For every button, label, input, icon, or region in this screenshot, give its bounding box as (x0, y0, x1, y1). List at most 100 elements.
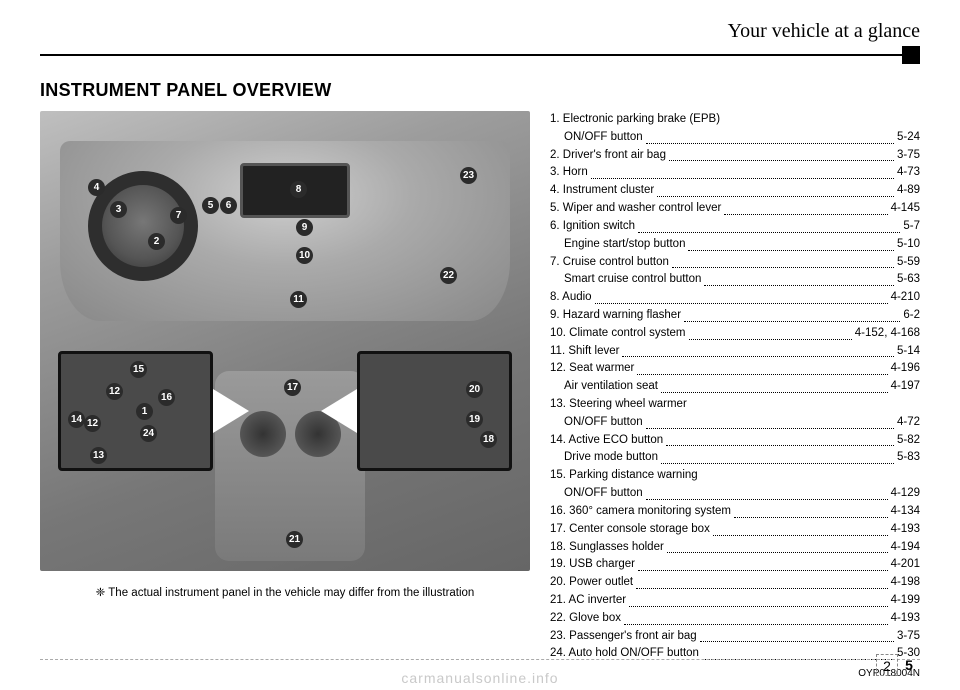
page-reference: 4-134 (891, 503, 920, 521)
page-reference: 3-75 (897, 147, 920, 165)
item-label: 3. Horn (550, 164, 588, 182)
instrument-panel-illustration: 1234567891011121213141516171819202122232… (40, 111, 530, 571)
pointer-arrow-icon (213, 389, 249, 433)
section-title: Your vehicle at a glance (728, 20, 920, 43)
leader-dots (669, 147, 894, 162)
list-item: ON/OFF button 4-129 (550, 485, 920, 503)
reference-list: 1. Electronic parking brake (EPB)ON/OFF … (550, 111, 920, 682)
caption-text: The actual instrument panel in the vehic… (108, 587, 474, 599)
item-label: Air ventilation seat (564, 378, 658, 396)
leader-dots (661, 378, 888, 393)
callout-marker: 4 (88, 179, 105, 196)
list-item: 3. Horn 4-73 (550, 164, 920, 182)
figure-caption: ❈ The actual instrument panel in the veh… (40, 585, 530, 599)
item-label: 19. USB charger (550, 556, 635, 574)
leader-dots (672, 254, 894, 269)
item-label: 4. Instrument cluster (550, 182, 654, 200)
item-label: ON/OFF button (564, 414, 643, 432)
item-label: ON/OFF button (564, 129, 643, 147)
leader-dots (689, 325, 852, 340)
list-item: 12. Seat warmer 4-196 (550, 360, 920, 378)
callout-marker: 10 (296, 247, 313, 264)
item-label: ON/OFF button (564, 485, 643, 503)
page-reference: 4-199 (891, 592, 920, 610)
leader-dots (724, 200, 887, 215)
item-label: 22. Glove box (550, 610, 621, 628)
callout-marker: 1 (136, 403, 153, 420)
content-row: 1234567891011121213141516171819202122232… (40, 111, 920, 682)
list-item: 9. Hazard warning flasher6-2 (550, 307, 920, 325)
callout-marker: 6 (220, 197, 237, 214)
page-reference: 4-196 (891, 360, 920, 378)
leader-dots (657, 182, 894, 197)
leader-dots (704, 271, 894, 286)
page-reference: 4-73 (897, 164, 920, 182)
item-label: Smart cruise control button (564, 271, 701, 289)
page-number: 5 (898, 654, 920, 676)
callout-marker: 17 (284, 379, 301, 396)
page-reference: 4-193 (891, 521, 920, 539)
callout-marker: 21 (286, 531, 303, 548)
item-label: 12. Seat warmer (550, 360, 634, 378)
list-item: 2. Driver's front air bag3-75 (550, 147, 920, 165)
leader-dots (646, 129, 894, 144)
callout-marker: 5 (202, 197, 219, 214)
page-header: Your vehicle at a glance (40, 20, 920, 68)
leader-dots (637, 360, 887, 375)
item-label: 13. Steering wheel warmer (550, 396, 687, 414)
item-label: 17. Center console storage box (550, 521, 710, 539)
page-reference: 4-197 (891, 378, 920, 396)
callout-marker: 8 (290, 181, 307, 198)
list-item: 13. Steering wheel warmer (550, 396, 920, 414)
leader-dots (629, 592, 888, 607)
leader-dots (700, 628, 894, 643)
page-reference: 4-198 (891, 574, 920, 592)
item-label: 18. Sunglasses holder (550, 539, 664, 557)
item-label: 21. AC inverter (550, 592, 626, 610)
item-label: 10. Climate control system (550, 325, 686, 343)
page-reference: 4-210 (891, 289, 920, 307)
page-reference: 4-145 (891, 200, 920, 218)
callout-marker: 19 (466, 411, 483, 428)
list-item: Air ventilation seat 4-197 (550, 378, 920, 396)
list-item: 18. Sunglasses holder4-194 (550, 539, 920, 557)
item-label: 6. Ignition switch (550, 218, 635, 236)
leader-dots (661, 449, 894, 464)
list-item: 14. Active ECO button5-82 (550, 432, 920, 450)
item-label: 14. Active ECO button (550, 432, 663, 450)
page-reference: 4-201 (891, 556, 920, 574)
leader-dots (591, 164, 894, 179)
list-item: 20. Power outlet4-198 (550, 574, 920, 592)
list-item: 23. Passenger's front air bag3-75 (550, 628, 920, 646)
callout-marker: 12 (84, 415, 101, 432)
leader-dots (646, 414, 894, 429)
page-reference: 5-7 (903, 218, 920, 236)
list-item: 8. Audio4-210 (550, 289, 920, 307)
callout-marker: 22 (440, 267, 457, 284)
callout-marker: 12 (106, 383, 123, 400)
leader-dots (595, 289, 888, 304)
item-label: Engine start/stop button (564, 236, 685, 254)
header-corner-block (902, 46, 920, 64)
list-item: 11. Shift lever5-14 (550, 343, 920, 361)
page-reference: 4-129 (891, 485, 920, 503)
item-label: 7. Cruise control button (550, 254, 669, 272)
leader-dots (622, 343, 894, 358)
page-reference: 4-193 (891, 610, 920, 628)
item-label: 1. Electronic parking brake (EPB) (550, 111, 720, 129)
callout-marker: 7 (170, 207, 187, 224)
chapter-number: 2 (876, 654, 898, 676)
list-item: 4. Instrument cluster4-89 (550, 182, 920, 200)
list-item: 7. Cruise control button 5-59 (550, 254, 920, 272)
page-reference: 5-63 (897, 271, 920, 289)
item-label: 23. Passenger's front air bag (550, 628, 697, 646)
page-reference: 5-24 (897, 129, 920, 147)
page-reference: 5-59 (897, 254, 920, 272)
list-item: 10. Climate control system 4-152, 4-168 (550, 325, 920, 343)
callout-marker: 18 (480, 431, 497, 448)
leader-dots (624, 610, 888, 625)
callout-marker: 9 (296, 219, 313, 236)
list-item: 1. Electronic parking brake (EPB) (550, 111, 920, 129)
item-label: 16. 360° camera monitoring system (550, 503, 731, 521)
page-reference: 4-152, 4-168 (855, 325, 920, 343)
